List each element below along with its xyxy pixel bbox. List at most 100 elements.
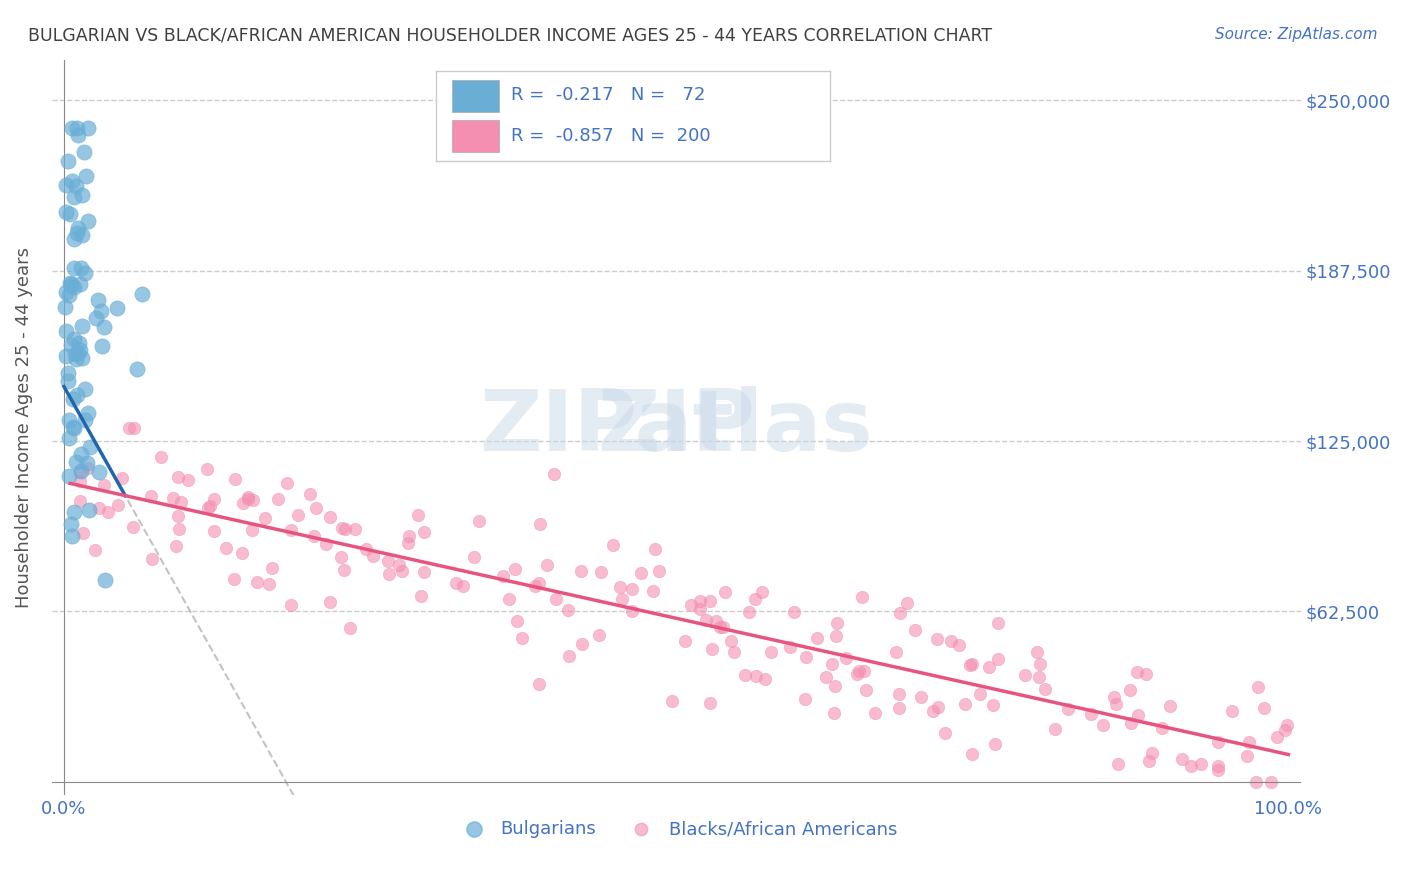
Point [69,465,91,479]
Point [571,637,593,651]
Point [987,615,1010,630]
Point [63,280,86,294]
Point [195,462,218,476]
Point [510,631,533,645]
Point [1080,707,1102,722]
Point [1140,746,1163,760]
Point [70,447,93,461]
Point [620,582,643,597]
Point [823,706,845,720]
Point [1137,754,1160,768]
Point [169,522,191,536]
Point [783,605,806,619]
Point [83,543,105,558]
Text: ZIP: ZIP [598,386,755,469]
Point [887,701,910,715]
Point [921,704,943,718]
Point [302,529,325,543]
Point [981,698,1004,712]
Point [242,492,264,507]
Point [387,558,409,572]
Point [166,470,188,484]
Point [498,591,520,606]
Point [463,550,485,565]
Point [889,607,911,621]
Point [1244,774,1267,789]
Point [59,516,82,531]
Point [723,645,745,659]
Point [959,657,981,672]
Point [1247,681,1270,695]
Point [524,579,547,593]
Point [107,498,129,512]
Point [1180,759,1202,773]
Point [1033,682,1056,697]
Point [305,500,328,515]
Point [896,596,918,610]
Point [987,651,1010,665]
Point [377,554,399,568]
Point [131,287,153,301]
Point [56,366,79,380]
Point [699,696,721,710]
Point [711,620,734,634]
Point [56,374,79,388]
Point [761,645,783,659]
Point [821,657,844,671]
Point [865,706,887,720]
Point [644,542,666,557]
Point [55,178,77,192]
Point [298,487,321,501]
Point [280,598,302,612]
Point [391,564,413,578]
Point [589,566,612,580]
Point [1028,657,1050,671]
Point [1043,723,1066,737]
Text: R =  -0.857   N =  200: R = -0.857 N = 200 [510,127,710,145]
Point [170,494,193,508]
Point [1274,723,1296,738]
Point [124,420,146,434]
Point [62,420,84,434]
Point [319,595,342,609]
Point [65,455,87,469]
Point [232,496,254,510]
Point [960,657,983,671]
Point [93,477,115,491]
Point [75,412,97,426]
Point [319,509,342,524]
Point [444,576,467,591]
Point [709,620,731,634]
Point [69,277,91,291]
Point [506,614,529,628]
Point [63,505,86,519]
Point [503,562,526,576]
Point [315,537,337,551]
Point [744,591,766,606]
Point [612,591,634,606]
Point [734,667,756,681]
Point [361,549,384,563]
Point [75,169,97,183]
Point [202,492,225,507]
Point [1206,759,1229,773]
Point [1026,645,1049,659]
Point [67,335,90,350]
Point [79,440,101,454]
Point [1135,666,1157,681]
Point [681,598,703,612]
Point [1260,774,1282,789]
Point [60,120,83,135]
Point [66,221,89,235]
Point [904,624,927,638]
Point [825,615,848,630]
Point [835,651,858,665]
Point [648,564,671,578]
Point [73,267,96,281]
Point [557,648,579,663]
Point [58,468,80,483]
Point [167,509,190,524]
Point [276,476,298,491]
Point [90,303,112,318]
Point [1171,752,1194,766]
